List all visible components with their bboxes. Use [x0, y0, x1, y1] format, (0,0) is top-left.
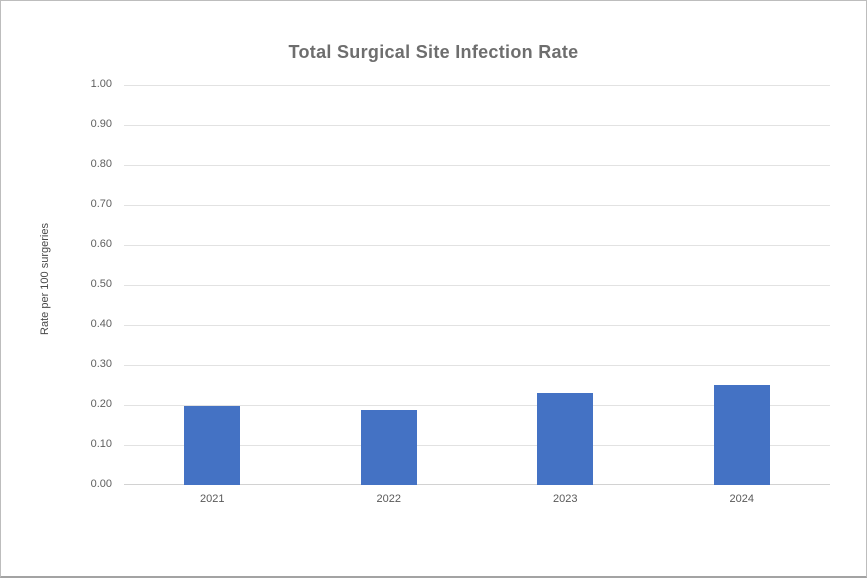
y-tick-label: 0.10 — [90, 438, 112, 450]
gridline — [124, 405, 830, 406]
gridline — [124, 245, 830, 246]
y-tick-label: 0.00 — [90, 478, 112, 490]
gridline — [124, 125, 830, 126]
y-tick-label: 0.80 — [90, 158, 112, 170]
y-tick-label: 0.60 — [90, 238, 112, 250]
x-tick-label: 2024 — [729, 493, 754, 505]
gridline — [124, 205, 830, 206]
gridline — [124, 85, 830, 86]
y-tick-label: 0.90 — [90, 118, 112, 130]
gridline — [124, 325, 830, 326]
gridline — [124, 365, 830, 366]
y-tick-label: 0.40 — [90, 318, 112, 330]
y-tick-label: 1.00 — [90, 78, 112, 90]
gridline — [124, 445, 830, 446]
bar-2021 — [184, 406, 241, 485]
x-tick-label: 2021 — [200, 493, 225, 505]
chart-title: Total Surgical Site Infection Rate — [288, 42, 579, 62]
y-axis-title: Rate per 100 surgeries — [39, 223, 51, 335]
gridline — [124, 285, 830, 286]
gridline — [124, 165, 830, 166]
x-tick-label: 2023 — [553, 493, 578, 505]
bar-2022 — [360, 410, 417, 485]
y-tick-label: 0.70 — [90, 198, 112, 210]
plot-area: 0.00 0.10 0.20 0.30 0.40 0.50 0.60 0.70 0.80 0.90… — [91, 78, 830, 505]
y-tick-label: 0.30 — [90, 358, 112, 370]
x-tick-label: 2022 — [376, 493, 401, 505]
bar-2023 — [537, 393, 594, 485]
y-tick-label: 0.20 — [90, 398, 112, 410]
y-tick-label: 0.50 — [90, 278, 112, 290]
bar-2024 — [713, 385, 770, 485]
x-axis-line — [124, 484, 830, 485]
